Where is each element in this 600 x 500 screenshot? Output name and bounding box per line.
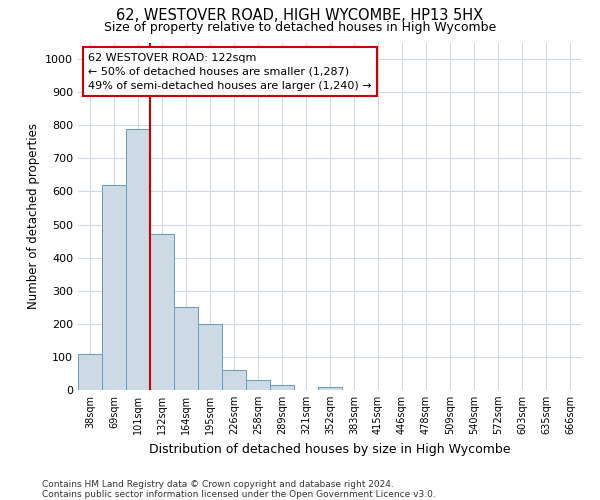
X-axis label: Distribution of detached houses by size in High Wycombe: Distribution of detached houses by size …: [149, 442, 511, 456]
Bar: [246, 380, 270, 390]
Bar: [198, 324, 222, 390]
Bar: [102, 185, 126, 390]
Text: Contains HM Land Registry data © Crown copyright and database right 2024.: Contains HM Land Registry data © Crown c…: [42, 480, 394, 489]
Bar: [174, 308, 198, 390]
Text: Contains public sector information licensed under the Open Government Licence v3: Contains public sector information licen…: [42, 490, 436, 499]
Bar: [318, 386, 342, 390]
Y-axis label: Number of detached properties: Number of detached properties: [26, 123, 40, 309]
Text: Size of property relative to detached houses in High Wycombe: Size of property relative to detached ho…: [104, 21, 496, 34]
Text: 62, WESTOVER ROAD, HIGH WYCOMBE, HP13 5HX: 62, WESTOVER ROAD, HIGH WYCOMBE, HP13 5H…: [116, 8, 484, 22]
Bar: [150, 234, 174, 390]
Bar: [126, 128, 150, 390]
Bar: [78, 354, 102, 390]
Bar: [222, 370, 246, 390]
Bar: [270, 385, 294, 390]
Text: 62 WESTOVER ROAD: 122sqm
← 50% of detached houses are smaller (1,287)
49% of sem: 62 WESTOVER ROAD: 122sqm ← 50% of detach…: [88, 53, 372, 91]
